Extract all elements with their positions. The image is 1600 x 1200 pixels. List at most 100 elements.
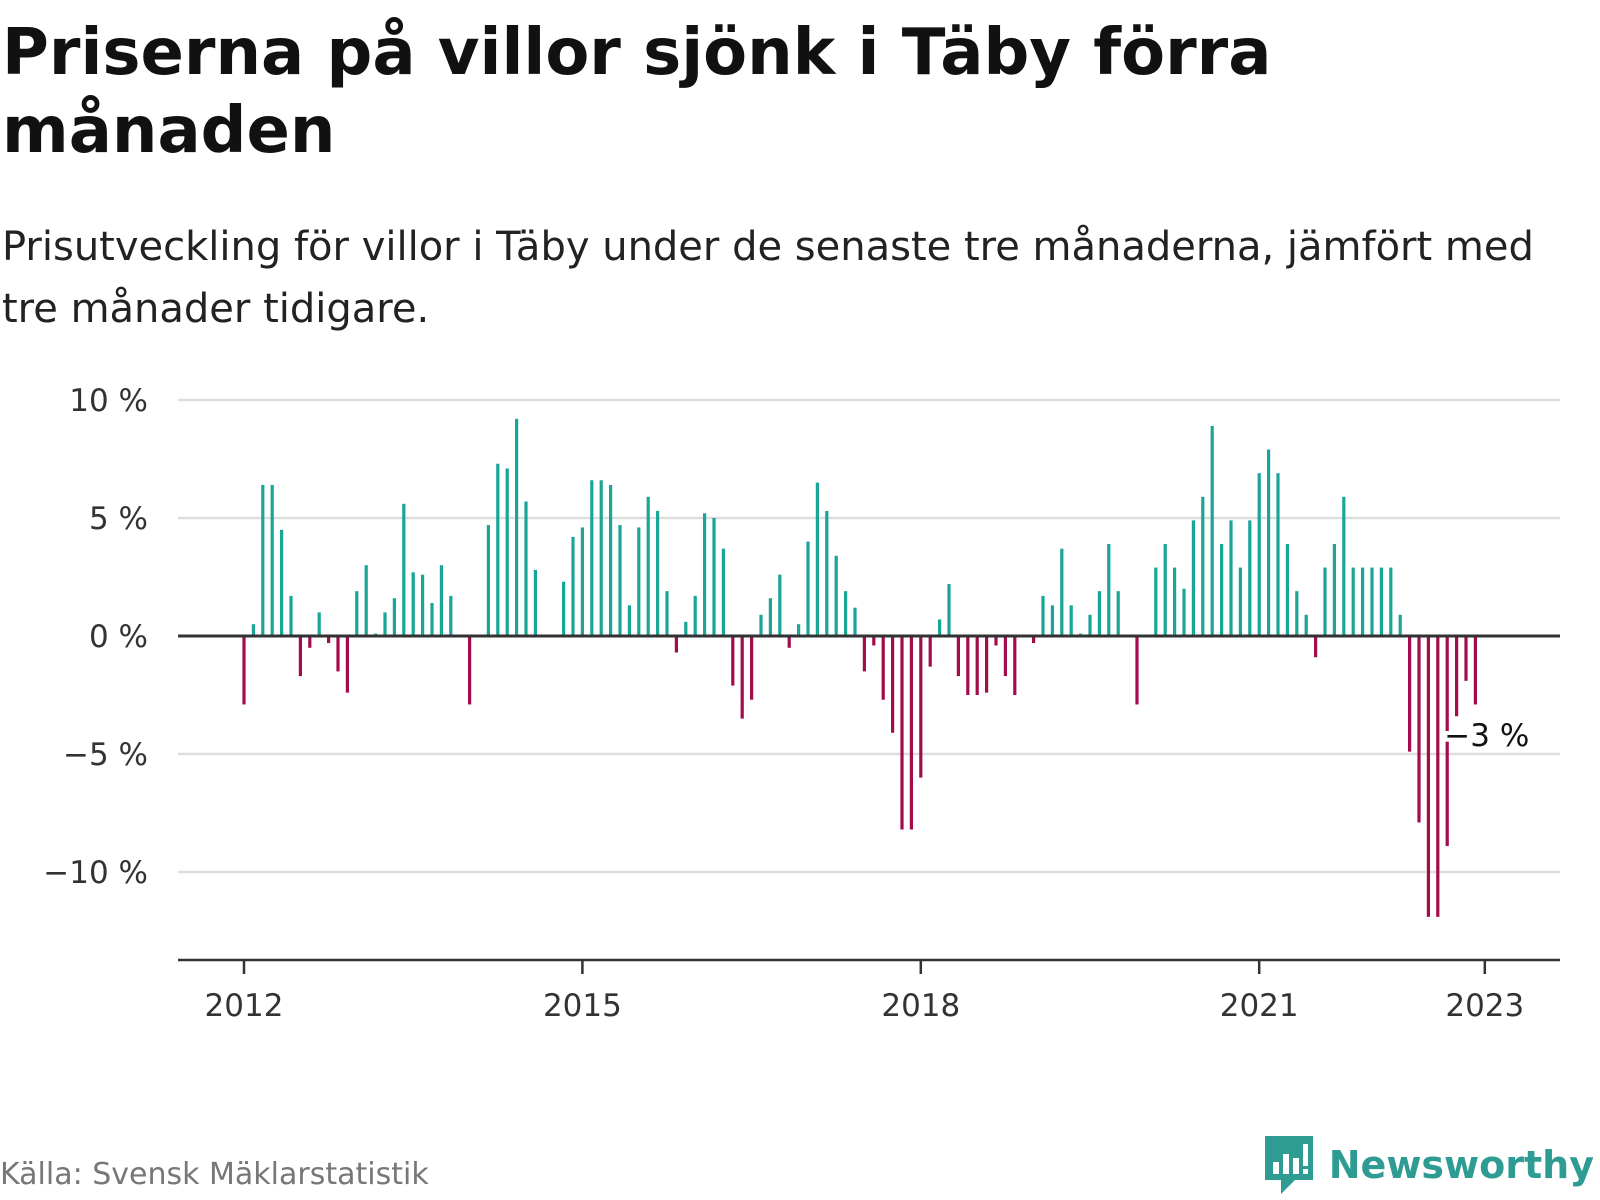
x-tick-label: 2021 <box>1220 988 1299 1024</box>
x-tick-label: 2018 <box>881 988 960 1024</box>
bar <box>242 636 246 705</box>
bar <box>1013 636 1017 695</box>
bar <box>1332 543 1336 636</box>
y-tick-label: 5 % <box>89 501 148 537</box>
bar <box>1050 605 1054 636</box>
bar <box>787 636 791 648</box>
x-tick-label: 2023 <box>1445 988 1524 1024</box>
bar <box>1116 591 1120 636</box>
bar <box>1060 548 1064 636</box>
bar <box>1351 567 1355 636</box>
bar <box>637 527 641 636</box>
bar <box>674 636 678 653</box>
bar <box>1229 520 1233 636</box>
chart-title: Priserna på villor sjönk i Täby förra må… <box>2 16 1272 168</box>
bar <box>712 518 716 636</box>
bar <box>703 513 707 636</box>
bar <box>439 565 443 636</box>
bar <box>421 574 425 636</box>
bar <box>289 595 293 636</box>
bar <box>693 595 697 636</box>
bar <box>468 636 472 705</box>
bar <box>731 636 735 686</box>
bar <box>853 607 857 636</box>
bar <box>646 496 650 636</box>
bar <box>1379 567 1383 636</box>
bar <box>1370 567 1374 636</box>
bar <box>392 598 396 636</box>
bar <box>825 510 829 636</box>
bar <box>449 595 453 636</box>
bar <box>1135 636 1139 705</box>
bar <box>1408 636 1412 752</box>
y-tick-label: 10 % <box>69 383 148 419</box>
last-value-label: −3 % <box>1444 718 1529 754</box>
bar <box>1069 605 1073 636</box>
bar <box>665 591 669 636</box>
bar <box>862 636 866 672</box>
bar <box>938 619 942 636</box>
bar <box>881 636 885 700</box>
bar <box>486 525 490 636</box>
bar <box>768 598 772 636</box>
source-note: Källa: Svensk Mäklarstatistik <box>0 1157 429 1192</box>
bar <box>496 463 500 636</box>
bar <box>966 636 970 695</box>
bar <box>336 636 340 672</box>
bar <box>740 636 744 719</box>
bar <box>1182 588 1186 636</box>
bar <box>562 581 566 636</box>
bar <box>750 636 754 700</box>
bar <box>900 636 904 830</box>
bar-chart: 10 % 5 % 0 % −5 % −10 % 2012 2015 2018 2021 2023… <box>43 383 1560 1024</box>
bar <box>1398 614 1402 636</box>
bar <box>1032 636 1036 644</box>
bar <box>1285 543 1289 636</box>
bar <box>430 602 434 636</box>
bar <box>844 591 848 636</box>
bar <box>797 624 801 636</box>
bar <box>1361 567 1365 636</box>
bar <box>364 565 368 636</box>
bar <box>383 612 387 636</box>
bar <box>298 636 302 677</box>
bar <box>1154 567 1158 636</box>
annotations: −3 % <box>1440 714 1533 758</box>
bar <box>402 503 406 636</box>
bar <box>1201 496 1205 636</box>
bar <box>571 536 575 636</box>
chart-subtitle: Prisutveckling för villor i Täby under d… <box>2 224 1534 332</box>
bar <box>947 584 951 636</box>
bar <box>1088 614 1092 636</box>
bar <box>1445 636 1449 847</box>
bar <box>891 636 895 733</box>
bar <box>1323 567 1327 636</box>
bar <box>524 501 528 636</box>
bar <box>1276 473 1280 636</box>
bar <box>627 605 631 636</box>
bar <box>580 527 584 636</box>
bar <box>985 636 989 693</box>
bar <box>280 529 284 636</box>
bar <box>1417 636 1421 823</box>
bar <box>590 480 594 636</box>
bar <box>1041 595 1045 636</box>
x-axis-labels: 2012 2015 2018 2021 2023 <box>205 988 1525 1024</box>
bar <box>1248 520 1252 636</box>
bar <box>956 636 960 677</box>
bar <box>1220 543 1224 636</box>
bar <box>533 569 537 636</box>
bar <box>327 636 331 644</box>
bar <box>1455 636 1459 717</box>
bar <box>1342 496 1346 636</box>
bar <box>1163 543 1167 636</box>
bar <box>1304 614 1308 636</box>
y-tick-label: 0 % <box>89 619 148 655</box>
bar <box>505 468 509 636</box>
x-tick-label: 2015 <box>543 988 622 1024</box>
y-tick-label: −5 % <box>63 737 148 773</box>
gridlines <box>178 398 1560 874</box>
x-tick-label: 2012 <box>205 988 284 1024</box>
bar <box>1257 473 1261 636</box>
bar <box>270 484 274 636</box>
